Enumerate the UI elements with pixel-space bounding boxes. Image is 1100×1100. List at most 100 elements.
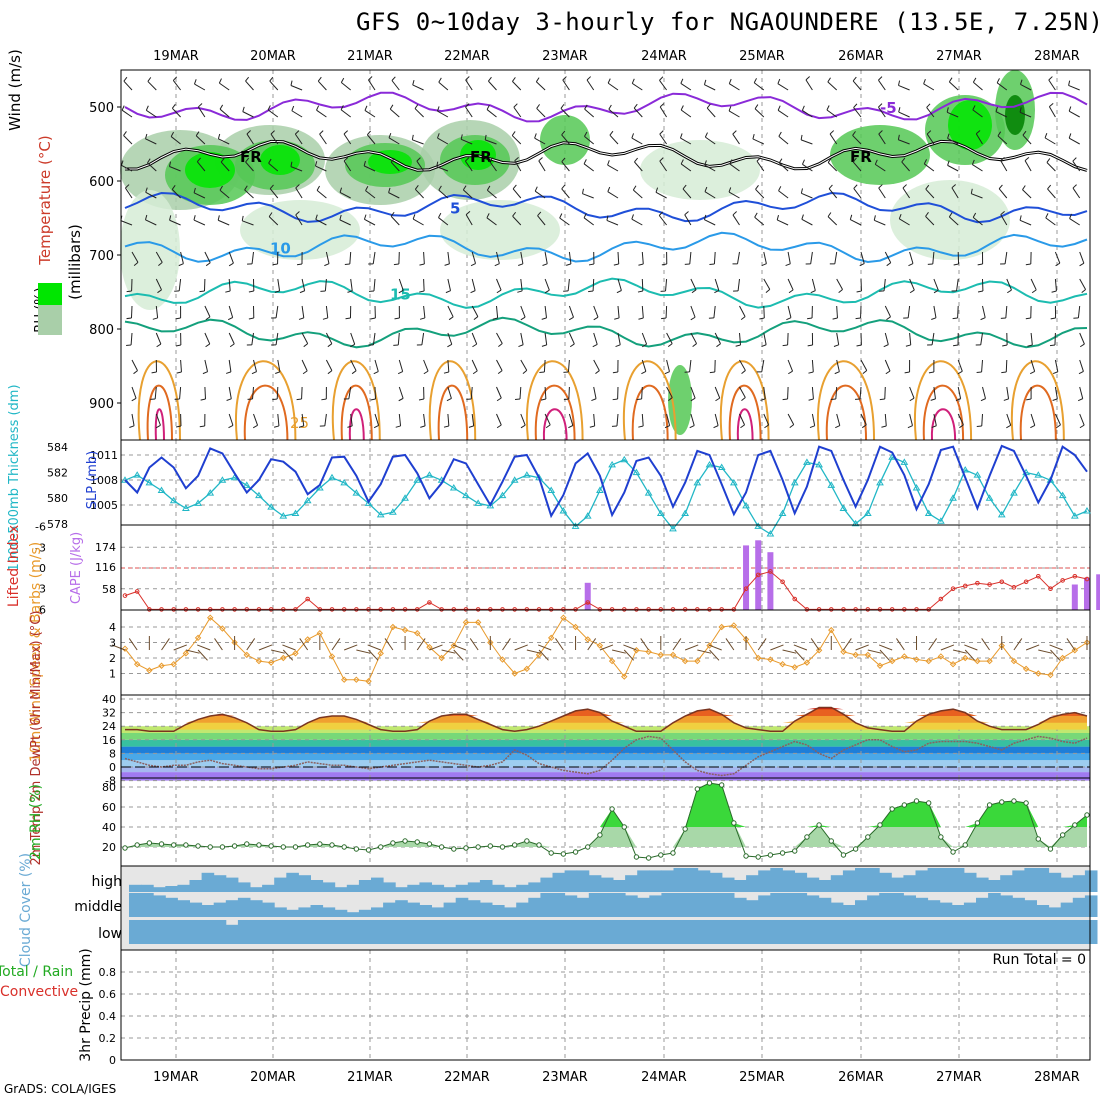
wind-barb [219, 108, 230, 118]
wind-barb [763, 332, 767, 345]
wind-barb-feather [473, 316, 479, 321]
rh-point [621, 824, 627, 830]
wind-barb-feather [518, 263, 524, 266]
wind-barb [228, 332, 235, 345]
wind-barb [290, 166, 303, 172]
cloud-bar-middle [1060, 902, 1074, 917]
li-point [743, 586, 749, 592]
wind-barb-feather [996, 78, 1000, 84]
thickness-point [863, 509, 872, 517]
wind-barb [301, 413, 305, 426]
wind-barb-feather [923, 78, 926, 85]
rh-point [390, 840, 396, 846]
wind-barb-10m [794, 649, 805, 661]
wind-barb [641, 386, 643, 400]
wind-barb-feather [175, 317, 181, 320]
wind-barb [567, 359, 570, 372]
wind-barb [593, 359, 600, 371]
rh-point [792, 848, 798, 854]
wind-barb-feather [534, 186, 538, 192]
li-point [134, 589, 140, 594]
isotherm-5 [124, 191, 1088, 224]
wind-barb [739, 386, 746, 398]
wind-barb [909, 386, 915, 399]
li-point [707, 607, 712, 612]
wind-barb [763, 278, 771, 290]
wind-barb [245, 80, 254, 91]
li-point [232, 607, 237, 612]
wind-barb [471, 305, 479, 317]
cape-tick-label: 174 [95, 541, 116, 554]
wind-barb [339, 219, 351, 226]
thickness-point [900, 458, 909, 465]
wind-barb [291, 110, 303, 118]
cloud-bar-high [867, 868, 880, 892]
cloud-bar-middle [492, 905, 505, 917]
li-point [1023, 579, 1029, 585]
rh-point [414, 839, 420, 845]
wind-barb [374, 359, 379, 372]
wind-barb [372, 251, 376, 264]
wind-tick-label: 1 [109, 668, 116, 681]
wind-barb-feather [776, 214, 779, 221]
cloud-bar-middle [177, 900, 190, 917]
wind-barb-feather [436, 106, 440, 112]
li-point [987, 582, 992, 587]
wind-barb [464, 160, 473, 172]
rh-point [743, 853, 749, 859]
wind-speed-point [474, 619, 482, 626]
wind-barb [412, 84, 424, 91]
wind-barb-feather [496, 397, 502, 402]
wind-barb [609, 134, 619, 145]
wind-barb-feather [692, 343, 697, 348]
wind-axis-label: Wind (m/s) [6, 49, 24, 131]
cloud-bar-high [225, 877, 239, 892]
wind-barb-feather [218, 78, 222, 84]
wind-barb [171, 189, 181, 199]
wind-barb-feather [268, 212, 273, 217]
wind-barb [290, 85, 303, 91]
wind-barb-feather [370, 317, 376, 320]
rh-blob [540, 115, 590, 165]
wind-barb [535, 81, 546, 91]
rh-tick-label: 80 [102, 781, 116, 794]
wind-barb [631, 137, 643, 145]
wind-barb-feather [246, 130, 251, 135]
wind-barb-feather [1051, 290, 1057, 293]
li-point [816, 607, 822, 612]
wind-barb-feather [470, 263, 476, 267]
cloud-bar-high [407, 884, 420, 892]
li-point [220, 607, 225, 612]
wind-barb [388, 192, 400, 199]
wind-barb-feather [373, 425, 379, 429]
cloud-bar-high [782, 870, 795, 892]
wind-barb-feather [612, 371, 618, 374]
wind-barb-feather [290, 80, 293, 86]
wind-barb-feather [438, 77, 442, 83]
wind-barb [948, 216, 959, 226]
cloud-bar-middle [443, 902, 457, 917]
wind-barb [898, 139, 910, 145]
wind-barb-feather [340, 77, 345, 83]
cape-bar [1071, 584, 1078, 610]
cloud-bar-high [177, 884, 190, 892]
wind-barb [277, 278, 281, 291]
wind-tick-label: 4 [109, 621, 116, 634]
li-point [853, 607, 858, 612]
wind-barb [471, 359, 478, 372]
wind-barb-feather [219, 185, 223, 191]
isotherm-15 [124, 277, 1088, 309]
wind-barb-feather [465, 211, 471, 216]
wind-barb [972, 164, 983, 172]
wind-barb [996, 82, 1008, 91]
wind-speed-point [401, 626, 409, 634]
cloud-bar-middle [371, 907, 384, 917]
top-date-label: 22MAR [444, 49, 490, 64]
wind-barb [878, 187, 886, 199]
contour-30 [146, 384, 174, 441]
thickness-point [1083, 507, 1091, 514]
wind-barb [1054, 359, 1059, 372]
wind-barb-feather [905, 344, 911, 347]
wind-barb [666, 413, 671, 426]
wind-barb-feather [612, 398, 618, 401]
